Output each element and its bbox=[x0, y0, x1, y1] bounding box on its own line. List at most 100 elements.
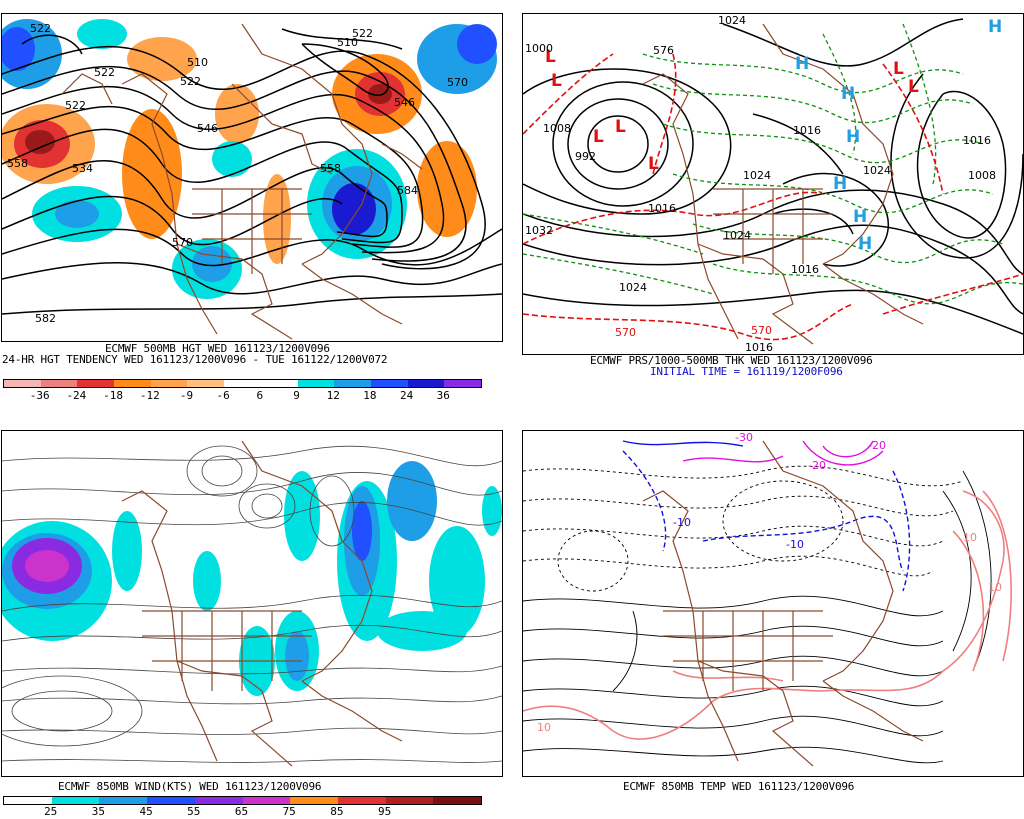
colorbar-swatch bbox=[194, 797, 243, 804]
svg-text:1016: 1016 bbox=[745, 341, 773, 354]
colorbar-swatch bbox=[99, 797, 148, 804]
svg-text:1032: 1032 bbox=[525, 224, 553, 237]
colorbar-tick-label: 18 bbox=[363, 389, 377, 402]
svg-text:L: L bbox=[893, 59, 904, 79]
wind850-colorbar-ticks: 25 35 45 55 65 75 85 95 bbox=[3, 805, 480, 819]
warm-isotherms bbox=[523, 490, 1012, 740]
wind-speed-shading bbox=[2, 461, 502, 696]
colorbar-tick-label: 36 bbox=[436, 389, 450, 402]
cold-isotherms bbox=[622, 440, 911, 592]
svg-text:576: 576 bbox=[653, 44, 674, 57]
prs-subtitle: INITIAL TIME = 161119/1200F096 bbox=[650, 365, 843, 378]
colorbar-swatch bbox=[150, 380, 188, 387]
svg-text:558: 558 bbox=[320, 162, 341, 175]
colorbar-swatch bbox=[260, 380, 298, 387]
colorbar-swatch bbox=[242, 797, 291, 804]
svg-text:546: 546 bbox=[394, 96, 415, 109]
svg-text:522: 522 bbox=[65, 99, 86, 112]
colorbar-swatch bbox=[334, 380, 371, 387]
temp-labels: -30 -20 -20 -10 -10 10 10 10 bbox=[537, 431, 1002, 734]
colorbar-tick-label: 12 bbox=[326, 389, 340, 402]
svg-text:522: 522 bbox=[30, 22, 51, 35]
svg-text:L: L bbox=[545, 47, 556, 67]
isobars bbox=[523, 18, 1023, 335]
colorbar-swatch bbox=[385, 797, 434, 804]
svg-text:584: 584 bbox=[397, 184, 418, 197]
colorbar-swatch bbox=[297, 380, 335, 387]
svg-text:582: 582 bbox=[35, 312, 56, 325]
svg-text:1008: 1008 bbox=[543, 122, 571, 135]
svg-text:1024: 1024 bbox=[718, 14, 746, 27]
cold-thickness-lines bbox=[523, 23, 1023, 305]
colorbar-tick-label: 24 bbox=[399, 389, 414, 402]
svg-text:H: H bbox=[988, 17, 1002, 37]
colorbar-tick-label: 9 bbox=[293, 389, 300, 402]
wind850-panel bbox=[1, 430, 503, 777]
svg-text:L: L bbox=[593, 127, 604, 147]
svg-text:H: H bbox=[853, 207, 867, 227]
svg-text:1016: 1016 bbox=[648, 202, 676, 215]
svg-text:H: H bbox=[841, 84, 855, 104]
svg-text:10: 10 bbox=[537, 721, 551, 734]
svg-text:558: 558 bbox=[7, 157, 28, 170]
colorbar-swatch bbox=[51, 797, 100, 804]
low-pressure-centers: L L L L L L L bbox=[545, 47, 919, 174]
svg-text:1000: 1000 bbox=[525, 42, 553, 55]
colorbar-tick-label: -6 bbox=[216, 389, 230, 402]
colorbar-swatch bbox=[40, 380, 78, 387]
svg-text:-10: -10 bbox=[673, 516, 691, 529]
very-cold-isotherms bbox=[682, 440, 884, 466]
colorbar-swatch bbox=[370, 380, 408, 387]
svg-text:H: H bbox=[833, 174, 847, 194]
svg-text:570: 570 bbox=[172, 236, 193, 249]
svg-text:992: 992 bbox=[575, 150, 596, 163]
colorbar-swatch bbox=[114, 380, 151, 387]
svg-text:-10: -10 bbox=[786, 538, 804, 551]
svg-text:10: 10 bbox=[963, 531, 977, 544]
colorbar-tick-label: -18 bbox=[103, 389, 123, 402]
colorbar-tick-label: 95 bbox=[377, 805, 392, 818]
prs-title: ECMWF PRS/1000-500MB THK WED 161123/1200… bbox=[590, 354, 873, 367]
hgt500-panel: 522 522 510 522 546 522 522 558 534 546 … bbox=[1, 13, 503, 342]
colorbar-swatch bbox=[444, 380, 481, 387]
svg-text:H: H bbox=[858, 234, 872, 254]
colorbar-swatch bbox=[147, 797, 195, 804]
wind850-title: ECMWF 850MB WIND(KTS) WED 161123/1200V09… bbox=[58, 780, 322, 793]
colorbar-tick-label: -36 bbox=[29, 389, 50, 402]
colorbar-tick-label: 65 bbox=[234, 805, 249, 818]
hgt500-colorbar bbox=[3, 379, 482, 388]
colorbar-swatch bbox=[290, 797, 338, 804]
svg-text:546: 546 bbox=[197, 122, 218, 135]
svg-text:-20: -20 bbox=[868, 439, 886, 452]
svg-text:1016: 1016 bbox=[793, 124, 821, 137]
high-pressure-centers: H H H H H H H bbox=[795, 17, 1002, 254]
colorbar-swatch bbox=[407, 380, 445, 387]
colorbar-tick-label: 75 bbox=[282, 805, 296, 818]
wind850-map bbox=[2, 440, 502, 767]
colorbar-swatch bbox=[337, 797, 386, 804]
isotherms bbox=[523, 470, 992, 764]
svg-text:1024: 1024 bbox=[743, 169, 771, 182]
svg-text:10: 10 bbox=[988, 581, 1002, 594]
negative-isotherms bbox=[523, 465, 964, 592]
warm-thickness-lines bbox=[523, 53, 1023, 341]
prs-map: L L L L L L L H H H H H H H 1024 1000 10… bbox=[523, 14, 1023, 354]
svg-text:L: L bbox=[908, 77, 919, 97]
coastline bbox=[642, 440, 924, 767]
svg-text:1024: 1024 bbox=[863, 164, 891, 177]
colorbar-tick-label: -24 bbox=[66, 389, 87, 402]
temp850-panel: -30 -20 -20 -10 -10 10 10 10 bbox=[522, 430, 1024, 777]
svg-text:1016: 1016 bbox=[791, 263, 819, 276]
colorbar-tick-label: 85 bbox=[330, 805, 344, 818]
svg-text:570: 570 bbox=[751, 324, 772, 337]
colorbar-tick-label: -12 bbox=[139, 389, 160, 402]
colorbar-tick-label: 25 bbox=[44, 805, 58, 818]
colorbar-tick-label: 55 bbox=[187, 805, 201, 818]
svg-text:-20: -20 bbox=[808, 459, 826, 472]
colorbar-swatch bbox=[77, 380, 115, 387]
svg-text:-30: -30 bbox=[735, 431, 753, 444]
wind850-colorbar bbox=[3, 796, 482, 805]
temp850-map: -30 -20 -20 -10 -10 10 10 10 bbox=[523, 431, 1012, 767]
svg-text:H: H bbox=[846, 127, 860, 147]
colorbar-swatch bbox=[187, 380, 225, 387]
